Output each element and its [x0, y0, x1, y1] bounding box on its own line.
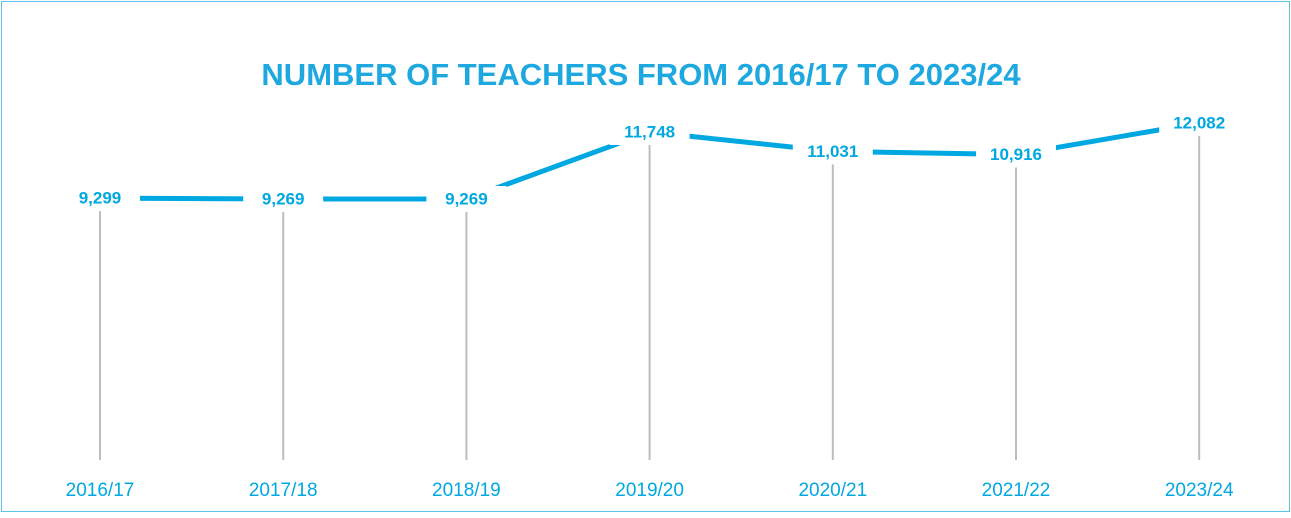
label-background: [609, 119, 690, 146]
data-label: 9,299: [79, 189, 122, 208]
data-label: 9,269: [262, 189, 305, 208]
x-tick-label: 2023/24: [1165, 480, 1234, 501]
x-tick-label: 2020/21: [798, 480, 867, 501]
label-background: [1159, 110, 1240, 136]
label-background: [426, 186, 507, 212]
chart-title: NUMBER OF TEACHERS FROM 2016/17 TO 2023/…: [261, 57, 1021, 92]
data-label: 9,269: [445, 189, 488, 208]
label-background: [243, 186, 324, 212]
x-tick-label: 2017/18: [249, 480, 318, 501]
x-tick-label: 2019/20: [615, 480, 684, 501]
label-background: [792, 138, 873, 165]
x-tick-label: 2018/19: [432, 480, 501, 501]
label-background: [976, 141, 1056, 168]
data-label: 10,916: [990, 145, 1042, 164]
data-label: 11,031: [807, 142, 858, 161]
x-tick-label: 2021/22: [982, 480, 1051, 501]
label-background: [60, 185, 140, 212]
data-label: 12,082: [1173, 113, 1225, 132]
data-label: 11,748: [624, 123, 675, 142]
x-tick-label: 2016/17: [66, 480, 135, 501]
